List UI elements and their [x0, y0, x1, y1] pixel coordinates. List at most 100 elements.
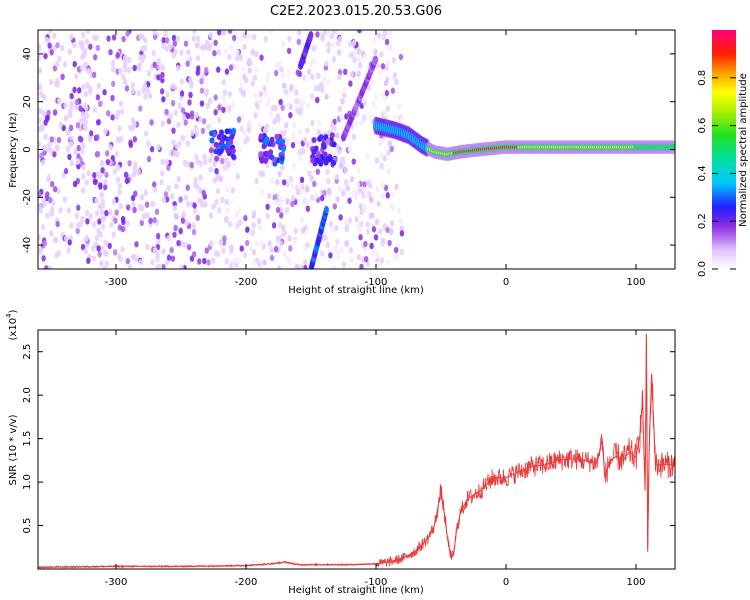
heatmap-cell [77, 87, 82, 94]
heatmap-cell [166, 184, 171, 192]
heatmap-cell [188, 56, 193, 63]
heatmap-cell [173, 48, 178, 56]
heatmap-cell [133, 190, 138, 197]
heatmap-cell [95, 150, 101, 158]
heatmap-cell [132, 166, 138, 173]
heatmap-cell [328, 220, 334, 228]
heatmap-cell [38, 54, 42, 61]
heatmap-cell [79, 136, 84, 143]
heatmap-cell [202, 257, 207, 265]
heatmap-cell [88, 130, 94, 137]
heatmap-cell [379, 51, 384, 58]
heatmap-cell [394, 183, 399, 190]
heatmap-cell [228, 139, 234, 146]
heatmap-cell [73, 148, 78, 156]
heatmap-cell [297, 108, 303, 116]
heatmap-cell [98, 260, 104, 267]
heatmap-cell [279, 212, 284, 219]
heatmap-cell [261, 143, 267, 150]
heatmap-cell [305, 141, 311, 149]
heatmap-cell [380, 240, 385, 247]
heatmap-cell [119, 108, 125, 115]
heatmap-cell [170, 99, 176, 107]
heatmap-cell [130, 81, 135, 89]
heatmap-cell [184, 219, 189, 227]
snr-y-axis-label: SNR (10 * v/v) [8, 414, 19, 485]
heatmap-cell [329, 32, 335, 40]
heatmap-cell [95, 44, 101, 52]
heatmap-cell [225, 207, 230, 214]
heatmap-cell [262, 126, 268, 134]
heatmap-cell [301, 98, 306, 106]
heatmap-cell [315, 96, 320, 104]
heatmap-cell [311, 45, 316, 52]
heatmap-cell [322, 151, 328, 158]
heatmap-cell [65, 145, 71, 153]
heatmap-cell [227, 91, 233, 98]
heatmap-cell [274, 133, 280, 140]
heatmap-cell [392, 253, 397, 260]
heatmap-cell [323, 205, 329, 214]
heatmap-cell [385, 105, 391, 112]
heatmap-cell [205, 102, 211, 109]
heatmap-cell [267, 240, 272, 247]
heatmap-cell [385, 59, 390, 66]
heatmap-cell [123, 171, 129, 178]
heatmap-cell [362, 114, 367, 122]
heatmap-cell [217, 116, 222, 124]
heatmap-cell [145, 87, 150, 95]
heatmap-cell [173, 212, 179, 220]
heatmap-cell [349, 257, 355, 264]
heatmap-cell [79, 43, 85, 50]
heatmap-cell [91, 255, 97, 262]
heatmap-cell [120, 246, 125, 253]
heatmap-cell [195, 35, 201, 42]
heatmap-cell [352, 56, 357, 64]
heatmap-cell [338, 162, 344, 169]
heatmap-cell [43, 133, 48, 140]
heatmap-cell [326, 187, 332, 195]
heatmap-cell [88, 43, 93, 50]
heatmap-cell [110, 60, 116, 67]
heatmap-cell [243, 214, 248, 222]
heatmap-cell [201, 118, 207, 125]
heatmap-cell [275, 241, 280, 248]
heatmap-cell [155, 232, 161, 240]
heatmap-cell [214, 155, 220, 162]
heatmap-cell [278, 221, 283, 228]
heatmap-cell [69, 222, 74, 229]
heatmap-cell [223, 157, 229, 164]
heatmap-cell [97, 218, 102, 225]
heatmap-cell [110, 114, 115, 121]
heatmap-cell [280, 72, 286, 79]
heatmap-cell [228, 262, 234, 269]
heatmap-cell [211, 257, 216, 264]
heatmap-cell [74, 73, 79, 80]
heatmap-cell [200, 201, 205, 208]
heatmap-cell [138, 105, 143, 112]
heatmap-cell [100, 223, 106, 230]
heatmap-cell [234, 54, 240, 62]
heatmap-cell [81, 142, 86, 149]
heatmap-cell [102, 265, 107, 269]
heatmap-cell [225, 162, 230, 170]
heatmap-cell [200, 127, 206, 135]
heatmap-cell [201, 189, 206, 197]
heatmap-cell [153, 247, 158, 254]
heatmap-cell [281, 179, 287, 186]
heatmap-cell [138, 32, 144, 40]
heatmap-cell [173, 224, 178, 232]
heatmap-cell [160, 120, 166, 127]
heatmap-cell [57, 97, 62, 104]
heatmap-cell [103, 128, 108, 135]
heatmap-cell [179, 49, 184, 56]
heatmap-cell [269, 246, 274, 253]
heatmap-cell [80, 187, 86, 194]
heatmap-cell [173, 109, 179, 116]
heatmap-cell [49, 78, 54, 86]
heatmap-cell [250, 229, 256, 236]
x-tick-label: -100 [365, 277, 388, 288]
heatmap-cell [92, 172, 97, 179]
heatmap-cell [218, 129, 224, 136]
heatmap-cell [86, 257, 91, 264]
